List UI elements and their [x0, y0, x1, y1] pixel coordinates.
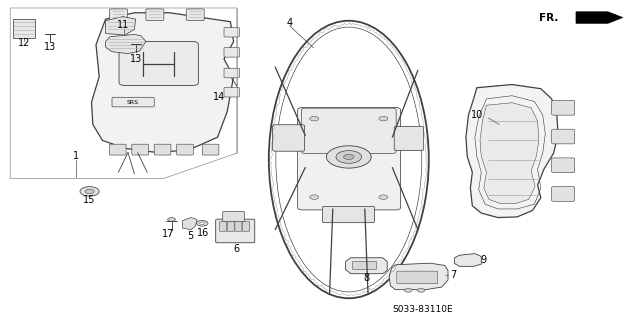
- Polygon shape: [466, 85, 558, 218]
- Polygon shape: [106, 34, 146, 54]
- Text: 9: 9: [481, 255, 487, 265]
- Text: FR.: FR.: [540, 12, 559, 23]
- Circle shape: [404, 288, 412, 292]
- FancyBboxPatch shape: [216, 219, 255, 243]
- FancyBboxPatch shape: [146, 9, 164, 20]
- Text: 14: 14: [213, 92, 226, 102]
- FancyBboxPatch shape: [235, 222, 242, 231]
- FancyBboxPatch shape: [552, 129, 575, 144]
- Text: 5: 5: [188, 231, 194, 241]
- FancyBboxPatch shape: [227, 222, 234, 231]
- FancyBboxPatch shape: [552, 100, 575, 115]
- Text: 6: 6: [234, 244, 240, 255]
- Circle shape: [85, 189, 94, 194]
- Circle shape: [200, 222, 205, 225]
- Circle shape: [80, 187, 99, 196]
- Text: 13: 13: [44, 42, 56, 52]
- Circle shape: [310, 195, 319, 199]
- Circle shape: [417, 288, 425, 292]
- Circle shape: [196, 220, 208, 226]
- Circle shape: [168, 218, 175, 221]
- Circle shape: [379, 116, 388, 121]
- Text: SRS: SRS: [127, 100, 139, 105]
- Polygon shape: [92, 13, 234, 152]
- Text: S033-83110E: S033-83110E: [392, 305, 452, 314]
- FancyBboxPatch shape: [273, 125, 305, 151]
- Text: 8: 8: [363, 272, 369, 283]
- Circle shape: [310, 116, 319, 121]
- FancyBboxPatch shape: [109, 9, 127, 20]
- FancyBboxPatch shape: [112, 97, 154, 107]
- FancyBboxPatch shape: [132, 144, 148, 155]
- FancyBboxPatch shape: [552, 158, 575, 173]
- FancyBboxPatch shape: [186, 9, 204, 20]
- Polygon shape: [346, 258, 387, 274]
- Text: 1: 1: [72, 151, 79, 161]
- FancyBboxPatch shape: [119, 41, 198, 85]
- FancyBboxPatch shape: [397, 271, 438, 284]
- FancyBboxPatch shape: [224, 87, 239, 97]
- Polygon shape: [182, 218, 197, 230]
- Text: 11: 11: [117, 20, 130, 30]
- FancyBboxPatch shape: [224, 27, 239, 37]
- FancyBboxPatch shape: [394, 126, 424, 151]
- FancyBboxPatch shape: [223, 211, 244, 222]
- Polygon shape: [454, 254, 481, 266]
- Polygon shape: [576, 12, 623, 23]
- FancyBboxPatch shape: [220, 222, 227, 231]
- Circle shape: [379, 195, 388, 199]
- Polygon shape: [389, 263, 448, 290]
- FancyBboxPatch shape: [243, 222, 250, 231]
- Text: 16: 16: [197, 228, 210, 238]
- FancyBboxPatch shape: [552, 187, 575, 201]
- Polygon shape: [480, 103, 539, 204]
- FancyBboxPatch shape: [154, 144, 171, 155]
- FancyBboxPatch shape: [109, 144, 126, 155]
- FancyBboxPatch shape: [224, 48, 239, 57]
- Text: 4: 4: [287, 18, 293, 28]
- Text: 17: 17: [161, 229, 174, 240]
- Circle shape: [344, 154, 354, 160]
- Circle shape: [326, 146, 371, 168]
- Text: 10: 10: [470, 110, 483, 120]
- FancyBboxPatch shape: [298, 108, 401, 210]
- Circle shape: [336, 151, 362, 163]
- FancyBboxPatch shape: [301, 108, 396, 153]
- Polygon shape: [13, 19, 35, 38]
- FancyBboxPatch shape: [202, 144, 219, 155]
- FancyBboxPatch shape: [224, 68, 239, 78]
- FancyBboxPatch shape: [353, 261, 376, 270]
- FancyBboxPatch shape: [177, 144, 193, 155]
- FancyBboxPatch shape: [323, 206, 374, 223]
- Polygon shape: [106, 17, 136, 35]
- Text: 7: 7: [450, 270, 456, 280]
- Text: 13: 13: [130, 54, 143, 64]
- Text: 15: 15: [83, 195, 96, 205]
- Text: 12: 12: [18, 38, 31, 48]
